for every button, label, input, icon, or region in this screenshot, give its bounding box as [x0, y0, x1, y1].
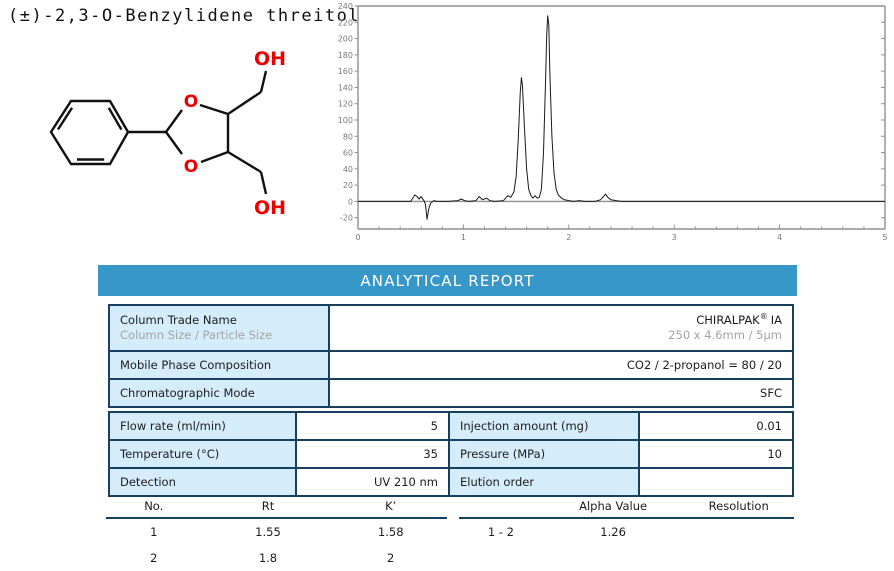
svg-text:220: 220 — [338, 18, 353, 27]
chemical-structure: O O OH OH — [49, 48, 286, 219]
peak1-kprime: 1.58 — [377, 525, 404, 539]
svg-text:2: 2 — [566, 233, 571, 242]
svg-text:3: 3 — [672, 233, 677, 242]
table-row: 2 1.8 2 — [106, 545, 447, 571]
table-row: 1 1.55 1.58 — [106, 519, 447, 545]
svg-text:4: 4 — [777, 233, 782, 242]
svg-text:40: 40 — [343, 165, 353, 174]
elution-order-value — [640, 469, 792, 495]
elution-order-label: Elution order — [450, 469, 638, 495]
pressure-value: 10 — [640, 441, 792, 467]
mobile-phase-value: CO2 / 2-propanol = 80 / 20 — [330, 352, 792, 378]
peak2-rt: 1.8 — [258, 551, 278, 565]
hydroxyl-bottom-label: OH — [254, 197, 286, 219]
svg-text:0: 0 — [355, 233, 360, 242]
col-no-header: No. — [144, 499, 164, 513]
col-pair-header — [459, 499, 543, 513]
flow-rate-value: 5 — [297, 413, 448, 439]
svg-text:200: 200 — [338, 35, 353, 44]
svg-text:160: 160 — [338, 67, 353, 76]
detection-value: UV 210 nm — [297, 469, 448, 495]
conditions-table: Flow rate (ml/min) 5 Injection amount (m… — [108, 411, 794, 497]
svg-text:140: 140 — [338, 83, 353, 92]
svg-text:80: 80 — [343, 132, 353, 141]
peak1-no: 1 — [150, 525, 158, 539]
retention-results-table: No. Rt K’ 1 1.55 1.58 2 1.8 2 — [106, 499, 447, 571]
retention-results-header: No. Rt K’ — [106, 499, 447, 519]
chromatographic-mode-label: Chromatographic Mode — [110, 380, 328, 406]
svg-text:0: 0 — [348, 197, 353, 206]
svg-text:5: 5 — [882, 233, 887, 242]
column-trade-name-value: CHIRALPAK® IA 250 x 4.6mm / 5µm — [330, 306, 792, 350]
svg-text:1: 1 — [461, 233, 466, 242]
report-header-label: ANALYTICAL REPORT — [360, 271, 535, 290]
column-trade-name-label: Column Trade Name Column Size / Particle… — [110, 306, 328, 350]
chromatogram-plot: -20 0 20 40 60 80 100 120 140 160 180 200 220 240 0 1 2 3… — [338, 2, 888, 242]
peak2-no: 2 — [150, 551, 158, 565]
oxygen-bottom-label: O — [184, 157, 198, 177]
svg-text:100: 100 — [338, 116, 353, 125]
svg-text:60: 60 — [343, 149, 353, 158]
svg-text:20: 20 — [343, 181, 353, 190]
col-rt-header: Rt — [261, 499, 275, 513]
report-header-banner: ANALYTICAL REPORT — [98, 265, 797, 296]
pair-value: 1 - 2 — [487, 525, 514, 539]
hydroxyl-top-label: OH — [254, 48, 286, 70]
svg-text:180: 180 — [338, 51, 353, 60]
separation-results-table: Alpha Value Resolution 1 - 2 1.26 — [459, 499, 794, 545]
svg-text:120: 120 — [338, 100, 353, 109]
peak1-rt: 1.55 — [255, 525, 281, 539]
mobile-phase-label: Mobile Phase Composition — [110, 352, 328, 378]
table-row: 1 - 2 1.26 — [459, 519, 794, 545]
compound-title: (±)-2,3-O-Benzylidene threitol — [8, 6, 361, 26]
flow-rate-label: Flow rate (ml/min) — [110, 413, 295, 439]
benzene-ring — [49, 99, 130, 166]
pressure-label: Pressure (MPa) — [450, 441, 638, 467]
peak2-kprime: 2 — [387, 551, 395, 565]
detection-label: Detection — [110, 469, 295, 495]
column-info-table: Column Trade Name Column Size / Particle… — [108, 304, 794, 408]
svg-text:-20: -20 — [340, 214, 353, 223]
col-alpha-header: Alpha Value — [579, 499, 648, 513]
temperature-label: Temperature (°C) — [110, 441, 295, 467]
injection-amount-value: 0.01 — [640, 413, 792, 439]
oxygen-top-label: O — [184, 92, 198, 112]
svg-text:240: 240 — [338, 2, 353, 11]
col-resolution-header: Resolution — [708, 499, 769, 513]
temperature-value: 35 — [297, 441, 448, 467]
alpha-value: 1.26 — [600, 525, 626, 539]
injection-amount-label: Injection amount (mg) — [450, 413, 638, 439]
chromatographic-mode-value: SFC — [330, 380, 792, 406]
col-kprime-header: K’ — [385, 499, 397, 513]
separation-results-header: Alpha Value Resolution — [459, 499, 794, 519]
